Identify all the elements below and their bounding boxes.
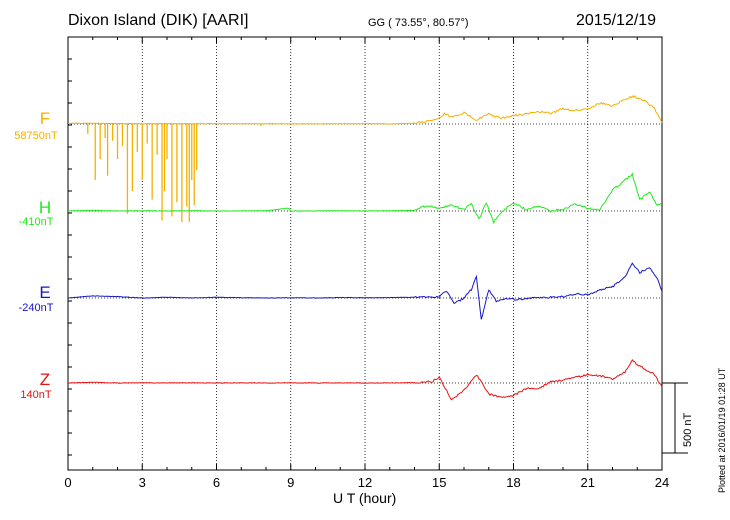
x-tick-label: 15: [432, 475, 446, 490]
series-e-trace: [68, 262, 663, 320]
component-label-h: H: [39, 198, 51, 217]
x-tick-label: 24: [655, 475, 669, 490]
station-coordinates: GG ( 73.55°, 80.57°): [368, 17, 469, 29]
x-tick-label: 18: [506, 475, 520, 490]
component-label-e: E: [39, 283, 50, 302]
component-label-f: F: [40, 109, 50, 128]
x-tick-label: 3: [139, 475, 146, 490]
baseline-value-f: 58750nT: [14, 130, 58, 142]
x-tick-label: 9: [287, 475, 294, 490]
x-axis-title: U T (hour): [333, 490, 397, 506]
plotted-timestamp: Plotted at 2016/01/19 01:28 UT: [717, 367, 727, 493]
x-tick-label: 6: [213, 475, 220, 490]
baseline-value-e: -240nT: [19, 302, 54, 314]
series-h-trace: [68, 172, 663, 225]
plot-date: 2015/12/19: [576, 12, 657, 29]
series-z-trace: [67, 359, 663, 401]
station-title: Dixon Island (DIK) [AARI]: [68, 12, 249, 29]
x-tick-label: 12: [358, 475, 372, 490]
series-f-trace: [67, 95, 663, 125]
x-tick-label: 0: [64, 475, 71, 490]
component-label-z: Z: [40, 370, 50, 389]
baseline-value-z: 140nT: [20, 389, 51, 401]
x-tick-label: 21: [581, 475, 595, 490]
scale-bar-label: 500 nT: [682, 412, 694, 447]
baseline-value-h: -410nT: [19, 216, 54, 228]
